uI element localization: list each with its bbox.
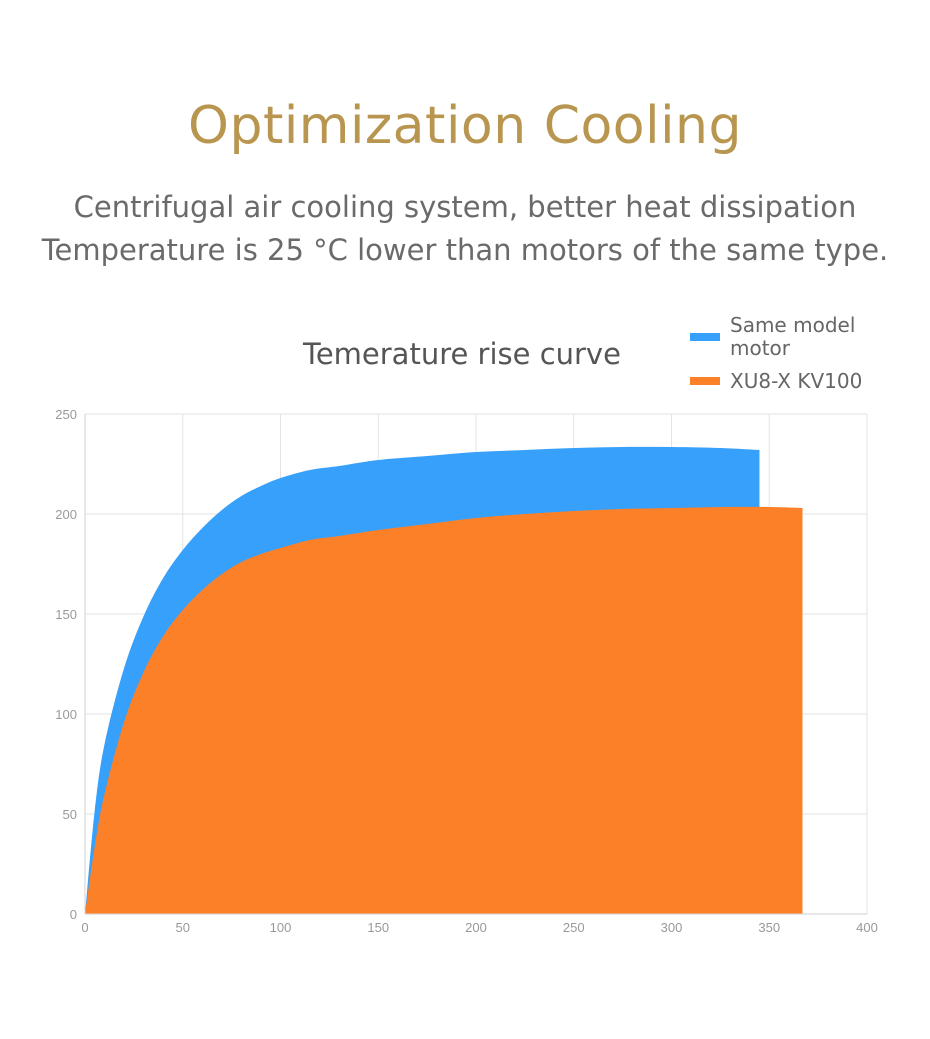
area-series-xu8-x-kv100 [85, 506, 803, 914]
x-tick-label: 50 [176, 920, 190, 935]
page-title: Optimization Cooling [188, 96, 742, 156]
x-tick-label: 350 [758, 920, 780, 935]
y-tick-label: 0 [70, 907, 77, 922]
x-tick-label: 0 [81, 920, 88, 935]
x-tick-label: 100 [270, 920, 292, 935]
legend-label-same-model-motor: Same model motor [730, 313, 855, 360]
subtitle-line-2: Temperature is 25 °C lower than motors o… [41, 233, 889, 267]
legend-label-xu8-x-kv100: XU8-X KV100 [730, 369, 862, 393]
x-tick-label: 250 [563, 920, 585, 935]
x-tick-label: 200 [465, 920, 487, 935]
x-tick-label: 300 [661, 920, 683, 935]
legend-swatch-same-model-motor [690, 333, 720, 341]
subtitle-line-1: Centrifugal air cooling system, better h… [73, 190, 857, 224]
y-tick-label: 200 [55, 507, 77, 522]
y-tick-label: 50 [63, 807, 77, 822]
y-tick-label: 150 [55, 607, 77, 622]
x-tick-label: 400 [856, 920, 878, 935]
y-tick-label: 100 [55, 707, 77, 722]
chart-title: Temerature rise curve [302, 337, 621, 371]
legend-swatch-xu8-x-kv100 [690, 377, 720, 385]
y-tick-label: 250 [55, 407, 77, 422]
x-tick-label: 150 [367, 920, 389, 935]
